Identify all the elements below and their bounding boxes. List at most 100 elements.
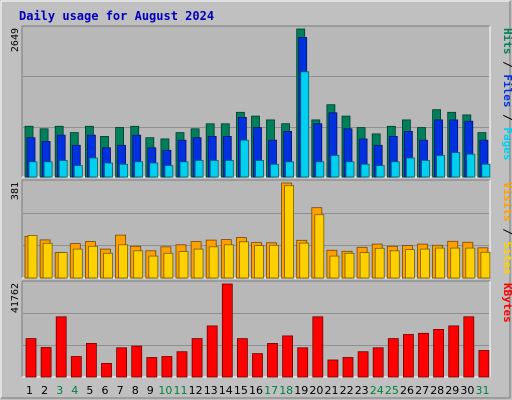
- bar-pages-day-26: [405, 157, 415, 178]
- bar-pages-day-30: [466, 153, 476, 178]
- bar-sites-day-30: [465, 247, 476, 279]
- panel-1: 2649 Hits / Files / Pages: [10, 25, 512, 178]
- bar-kbytes-day-18: [282, 335, 294, 378]
- bar-pages-day-2: [43, 161, 53, 178]
- bar-kbytes-day-23: [357, 351, 369, 378]
- bar-pages-day-8: [134, 161, 144, 178]
- bar-kbytes-day-22: [342, 357, 354, 378]
- bar-kbytes-day-29: [448, 325, 460, 378]
- bar-kbytes-day-13: [206, 325, 218, 378]
- legend-entry-pages: Pages: [501, 127, 512, 160]
- bar-kbytes-day-30: [463, 316, 475, 378]
- x-axis-labels: 1 2 3 4 5 6 7 8 9 10 11 12 13 14 15 16 17 18 19 20 21 22 23 24 2…: [26, 384, 490, 397]
- bar-pages-day-24: [375, 165, 385, 178]
- bar-sites-day-14: [223, 244, 234, 279]
- panel-2: 381 Visits / Sites: [10, 179, 512, 279]
- bar-kbytes-day-4: [70, 356, 82, 378]
- x-tick-label-day-3: 3: [56, 384, 63, 397]
- bar-sites-day-24: [374, 247, 385, 279]
- y-axis-max-label: 2649: [10, 28, 21, 52]
- bar-pages-day-14: [224, 160, 234, 178]
- bar-pages-day-28: [436, 155, 446, 178]
- bar-sites-day-22: [344, 252, 355, 279]
- bar-sites-day-2: [42, 242, 53, 279]
- legend: Hits / Files / Pages: [501, 28, 512, 161]
- x-tick-label-day-21: 21: [325, 384, 339, 397]
- x-tick-label-day-27: 27: [415, 384, 429, 397]
- bar-kbytes-day-6: [101, 362, 112, 378]
- bar-pages-day-23: [360, 163, 370, 178]
- bar-kbytes-day-9: [146, 357, 158, 378]
- x-tick-label-day-13: 13: [204, 384, 218, 397]
- x-tick-label-day-18: 18: [279, 384, 293, 397]
- x-tick-label-day-6: 6: [102, 384, 109, 397]
- bar-sites-day-15: [238, 241, 249, 279]
- bar-kbytes-day-8: [131, 345, 143, 378]
- bar-kbytes-day-19: [297, 347, 309, 378]
- x-tick-label-day-8: 8: [132, 384, 139, 397]
- legend-entry-sites: Sites: [501, 242, 512, 275]
- bar-sites-day-25: [389, 250, 400, 279]
- bar-pages-day-27: [421, 160, 430, 178]
- bar-pages-day-4: [73, 165, 83, 178]
- bar-pages-day-7: [119, 163, 128, 178]
- bar-sites-day-11: [178, 251, 189, 279]
- bar-kbytes-day-5: [86, 342, 97, 378]
- x-tick-label-day-20: 20: [309, 384, 323, 397]
- bar-kbytes-day-21: [327, 359, 339, 378]
- y-axis-max-label: 381: [10, 182, 21, 200]
- x-tick-label-day-1: 1: [26, 384, 33, 397]
- x-tick-label-day-4: 4: [71, 384, 78, 397]
- bar-sites-day-26: [404, 249, 415, 279]
- bar-kbytes-day-10: [161, 356, 173, 378]
- bar-sites-day-7: [118, 244, 128, 279]
- bar-pages-day-3: [58, 160, 68, 178]
- x-tick-label-day-26: 26: [400, 384, 414, 397]
- bar-pages-day-21: [330, 155, 340, 178]
- bar-pages-day-29: [451, 152, 461, 178]
- y-axis-max-label: 41762: [10, 283, 21, 313]
- legend: KBytes: [501, 283, 512, 323]
- bar-sites-day-9: [148, 255, 159, 279]
- chart-panels: 2649 Hits / Files / Pages 381 Visits / Site…: [10, 25, 512, 378]
- legend-separator: /: [501, 108, 512, 128]
- x-tick-label-day-25: 25: [385, 384, 399, 397]
- bar-pages-day-13: [209, 160, 219, 178]
- bar-kbytes-day-3: [55, 316, 67, 378]
- x-tick-label-day-12: 12: [189, 384, 203, 397]
- bar-sites-day-23: [359, 252, 370, 279]
- x-tick-label-day-30: 30: [460, 384, 474, 397]
- x-tick-label-day-29: 29: [445, 384, 459, 397]
- bar-pages-day-11: [179, 161, 189, 178]
- legend-entry-visits: Visits: [501, 182, 512, 222]
- x-tick-label-day-10: 10: [158, 384, 172, 397]
- bar-pages-day-5: [89, 157, 98, 178]
- bar-sites-day-5: [88, 245, 98, 279]
- bar-sites-day-16: [254, 245, 264, 279]
- bar-kbytes-day-12: [191, 338, 203, 378]
- bar-pages-day-31: [481, 163, 491, 178]
- legend-entry-files: Files: [501, 74, 512, 107]
- bar-sites-day-1: [27, 234, 38, 279]
- bar-pages-day-18: [285, 161, 295, 178]
- bar-kbytes-day-25: [387, 338, 399, 378]
- bar-pages-day-1: [28, 161, 38, 178]
- x-tick-label-day-15: 15: [234, 384, 248, 397]
- bar-sites-day-8: [133, 250, 144, 279]
- bar-kbytes-day-1: [25, 338, 37, 378]
- bar-kbytes-day-16: [252, 353, 263, 378]
- bar-sites-day-31: [480, 251, 491, 279]
- bar-pages-day-25: [390, 161, 400, 178]
- bar-kbytes-day-14: [221, 283, 233, 378]
- bar-sites-day-21: [329, 255, 340, 279]
- x-tick-label-day-5: 5: [86, 384, 93, 397]
- x-tick-label-day-11: 11: [174, 384, 188, 397]
- bar-pages-day-17: [270, 163, 279, 178]
- bar-sites-day-17: [269, 244, 279, 279]
- x-tick-label-day-23: 23: [355, 384, 369, 397]
- bar-kbytes-day-27: [418, 332, 429, 378]
- bar-kbytes-day-15: [236, 338, 248, 378]
- bar-kbytes-day-26: [402, 334, 414, 378]
- bar-pages-day-6: [104, 162, 113, 178]
